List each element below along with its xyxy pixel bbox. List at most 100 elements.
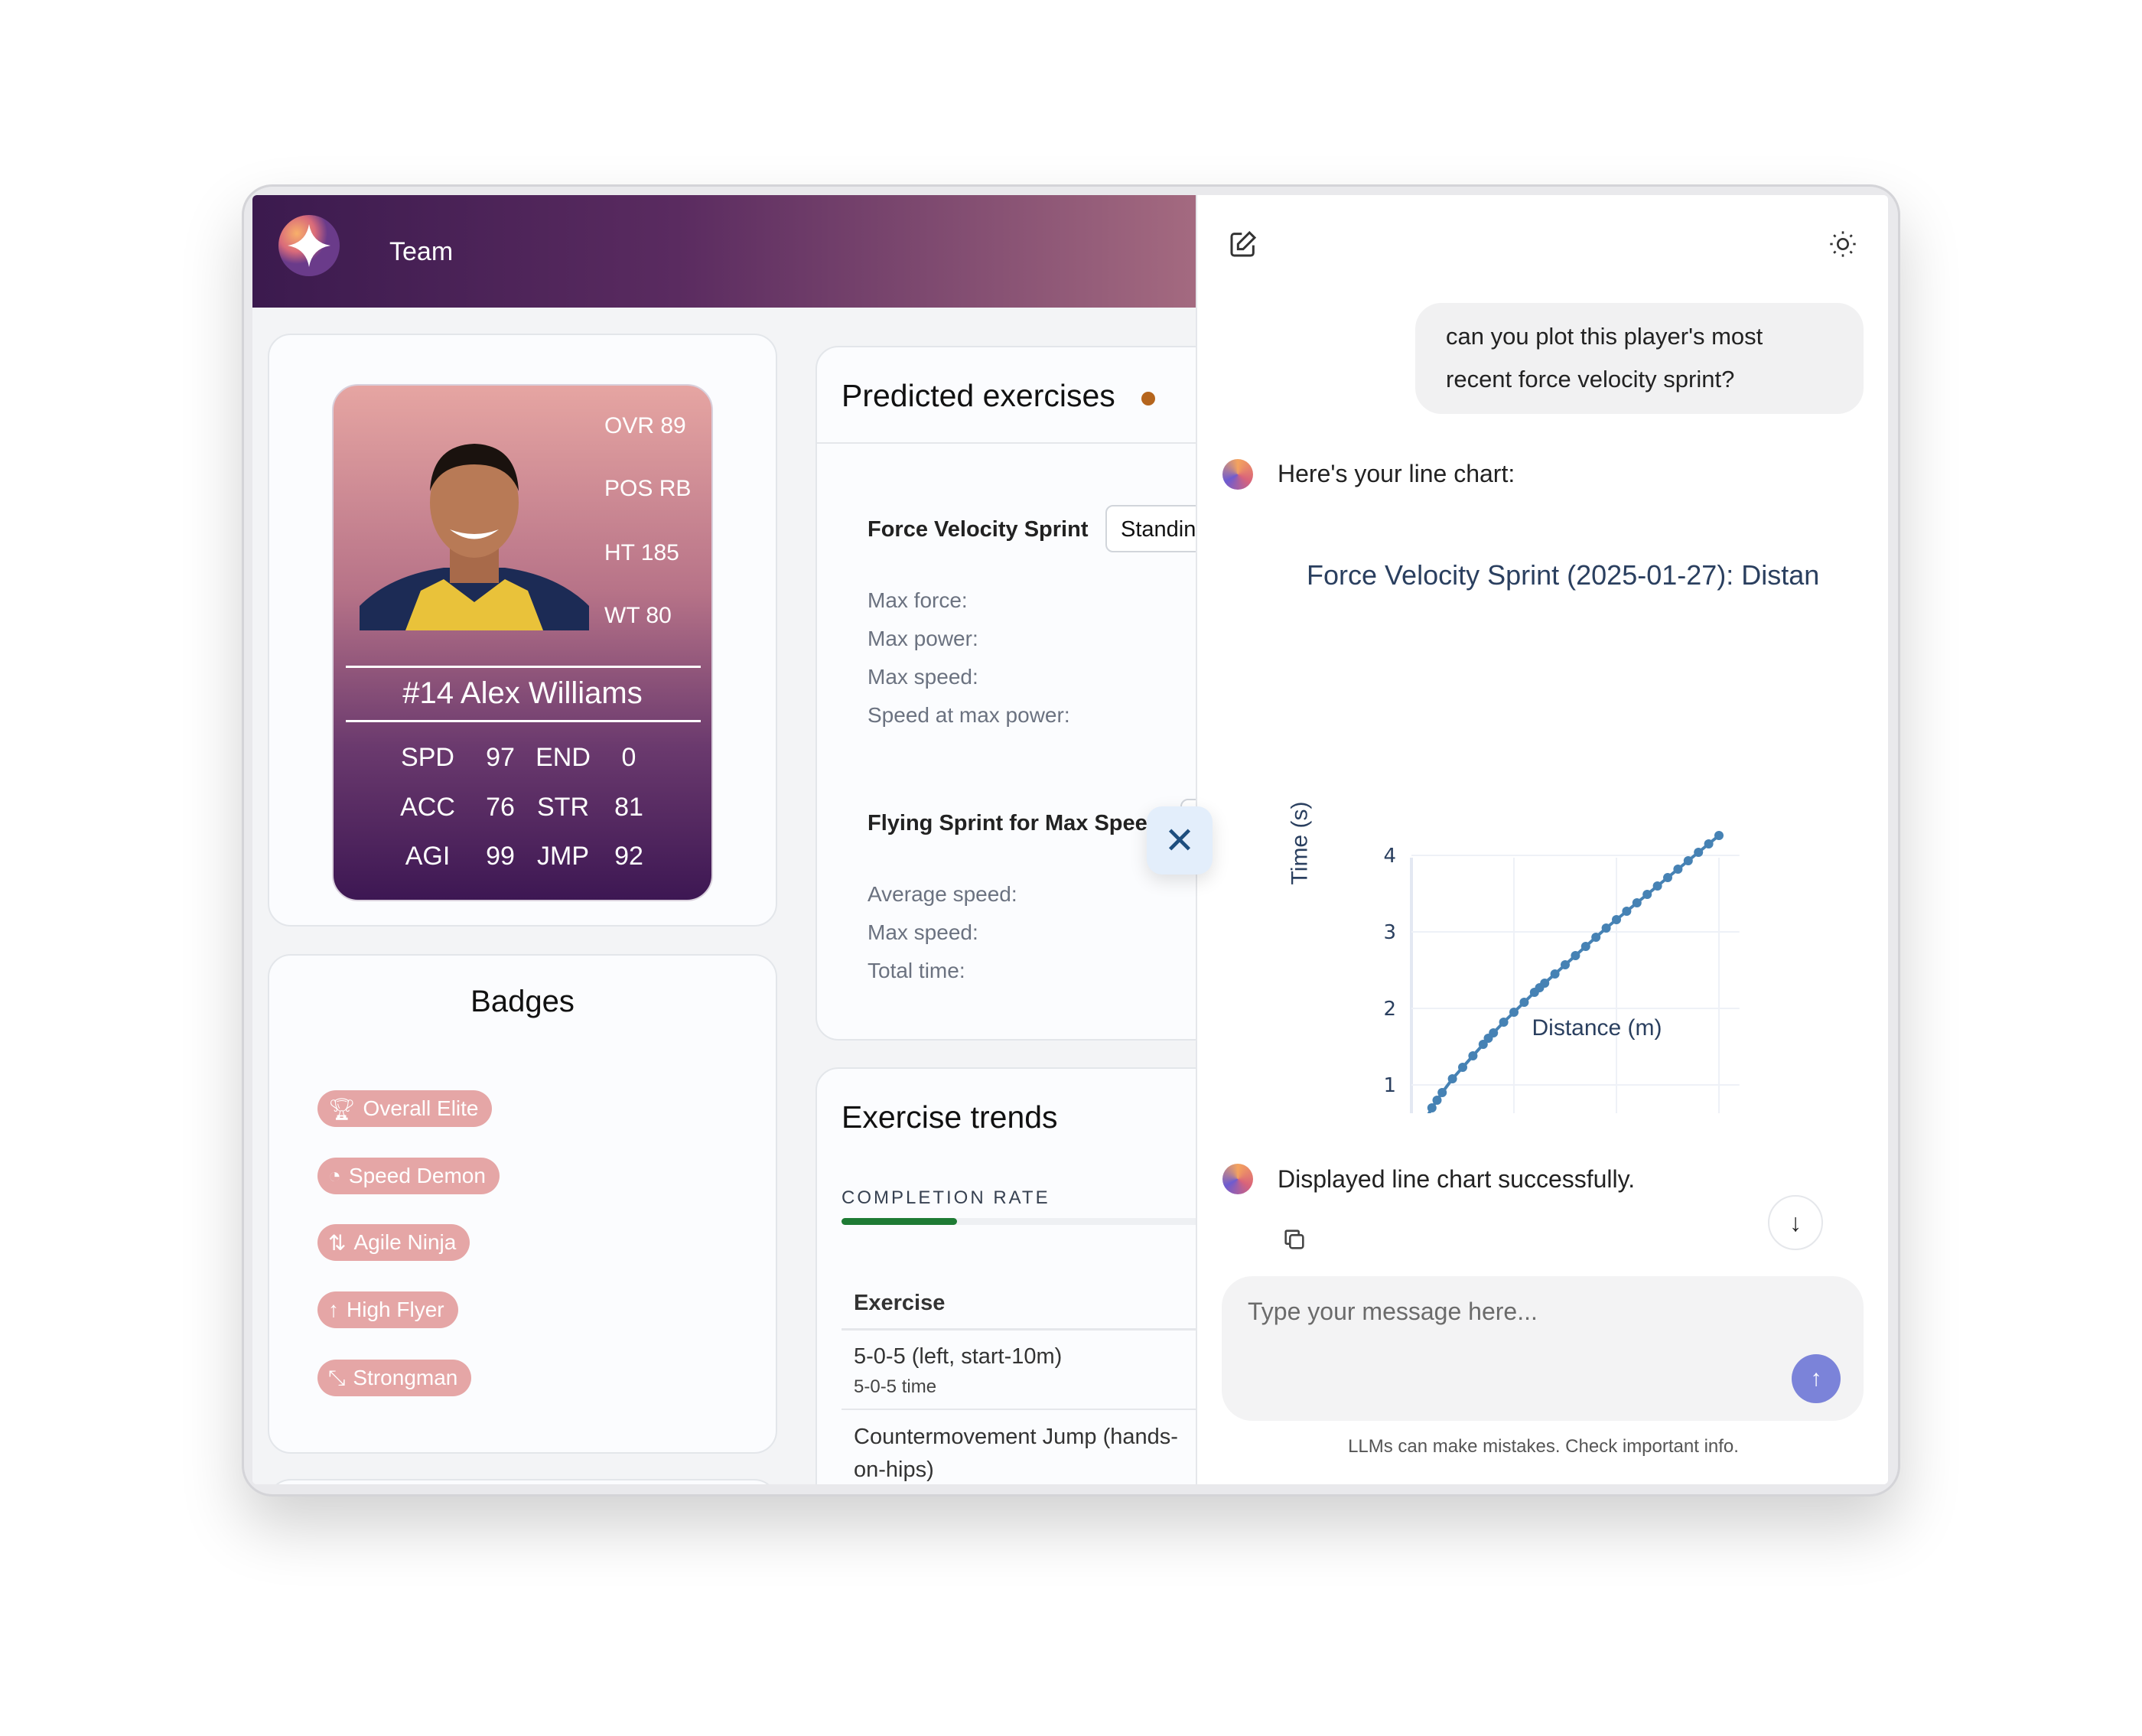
data-point	[1601, 923, 1611, 933]
input-placeholder: Type your message here...	[1248, 1298, 1538, 1325]
exercise-name: Flying Sprint for Max Speed	[868, 811, 1161, 835]
data-point	[1612, 915, 1621, 924]
data-point	[1632, 898, 1642, 907]
message-text: recent force velocity sprint?	[1446, 366, 1735, 392]
field-label: Total time:	[868, 959, 965, 982]
assistant-avatar	[1222, 1164, 1253, 1194]
data-point	[1580, 942, 1590, 951]
y-tick-label: 2	[1383, 998, 1396, 1021]
field-label: Max speed:	[868, 920, 978, 944]
badge-label: Speed Demon	[348, 1164, 486, 1187]
chart-title: Force Velocity Sprint (2025-01-27): Dist…	[1307, 559, 1820, 591]
completion-progress	[842, 1218, 1196, 1225]
app-screen: Team OVR 89 POS RB HT 185 WT 80 #14 Alex…	[252, 195, 1888, 1484]
exercise-name: on-hips)	[854, 1458, 934, 1482]
completion-label: COMPLETION RATE	[842, 1187, 1050, 1208]
stat-value: 81	[614, 793, 643, 822]
chat-panel: can you plot this player's most recent f…	[1147, 195, 1888, 1484]
data-point	[1561, 960, 1570, 969]
logo-icon	[278, 215, 340, 276]
data-point	[1489, 1028, 1499, 1037]
stat-value: 92	[614, 842, 643, 871]
status-dot	[1141, 392, 1155, 406]
data-point	[1427, 1103, 1437, 1112]
weight: WT 80	[604, 603, 672, 628]
badge-agile-ninja: ⇅ Agile Ninja	[317, 1224, 470, 1261]
close-chart-button[interactable]: ✕	[1147, 806, 1213, 875]
player-name: #14 Alex Williams	[402, 676, 643, 710]
ovr-rating: OVR 89	[604, 413, 686, 438]
player-card-container: OVR 89 POS RB HT 185 WT 80 #14 Alex Will…	[268, 334, 777, 927]
badge-label: Agile Ninja	[353, 1230, 457, 1254]
stat-label: AGI	[405, 842, 451, 871]
data-point	[1499, 1018, 1509, 1027]
data-point	[1468, 1051, 1478, 1060]
data-point	[1432, 1096, 1442, 1105]
data-point	[1642, 890, 1652, 899]
scroll-down-button[interactable]: ↓	[1768, 1195, 1823, 1250]
stat-value: 76	[486, 793, 515, 822]
exercise-name: Countermovement Jump (hands-	[854, 1425, 1178, 1449]
arrow-up-icon: ↑	[1810, 1366, 1822, 1391]
stat-value: 0	[621, 743, 636, 772]
theme-toggle-icon[interactable]	[1828, 229, 1858, 259]
y-tick-label: 1	[1383, 1074, 1396, 1097]
field-label: Max force:	[868, 588, 968, 612]
predicted-title: Predicted exercises	[842, 378, 1115, 413]
exercise-name: Force Velocity Sprint	[868, 517, 1089, 542]
exercise-name: 5-0-5 (left, start-10m)	[854, 1344, 1063, 1369]
x-axis-label: Distance (m)	[1532, 1015, 1662, 1041]
progress-fill	[842, 1218, 958, 1225]
data-point	[1683, 856, 1693, 865]
badge-high-flyer: ↑ High Flyer	[317, 1291, 458, 1328]
exercise-trends-card: Exercise trends COMPLETION RATE Exercise…	[815, 1067, 1196, 1484]
dumbbell-icon: ⤡	[328, 1365, 346, 1389]
stat-label: SPD	[401, 743, 454, 772]
height: HT 185	[604, 540, 679, 565]
variant-select[interactable]: Standing	[1105, 505, 1196, 552]
stat-value: 99	[486, 842, 515, 871]
data-point	[1550, 969, 1560, 979]
data-point	[1458, 1063, 1467, 1072]
field-label: Speed at max power:	[868, 703, 1070, 727]
app-header: Team	[252, 195, 1196, 308]
data-point	[1437, 1088, 1447, 1097]
exercise-metric: 5-0-5 time	[854, 1376, 937, 1397]
data-point	[1652, 881, 1662, 891]
player-photo	[360, 444, 589, 630]
position: POS RB	[604, 476, 692, 501]
data-point	[1478, 1040, 1488, 1049]
team-panel: Team OVR 89 POS RB HT 185 WT 80 #14 Alex…	[252, 195, 1196, 1484]
copy-icon[interactable]	[1281, 1226, 1307, 1252]
send-button[interactable]: ↑	[1792, 1354, 1841, 1403]
field-label: Max speed:	[868, 665, 978, 689]
column-header-exercise: Exercise	[854, 1291, 946, 1315]
message-text: can you plot this player's most	[1446, 323, 1763, 350]
data-point	[1673, 865, 1683, 874]
data-point	[1714, 831, 1724, 840]
stat-label: ACC	[400, 793, 455, 822]
data-point	[1509, 1008, 1519, 1017]
card-below	[268, 1479, 777, 1484]
y-tick-label: 4	[1383, 845, 1396, 868]
new-chat-icon[interactable]	[1228, 229, 1258, 259]
assistant-message: Displayed line chart successfully.	[1278, 1165, 1636, 1193]
y-tick-label: 3	[1383, 921, 1396, 944]
arrows-up-down-icon: ⇅	[328, 1230, 347, 1255]
stat-label: END	[536, 743, 591, 772]
data-point	[1519, 998, 1529, 1007]
disclaimer: LLMs can make mistakes. Check important …	[1348, 1436, 1739, 1457]
badge-strongman: ⤡ Strongman	[317, 1360, 472, 1396]
stat-value: 97	[486, 743, 515, 772]
y-axis-label: Time (s)	[1287, 801, 1313, 885]
message-input[interactable]: Type your message here... ↑	[1222, 1276, 1864, 1421]
divider	[842, 1409, 1196, 1410]
data-point	[1540, 979, 1550, 988]
data-point	[1704, 839, 1714, 848]
data-point	[1571, 951, 1580, 960]
header-title: Team	[389, 237, 454, 266]
arrow-down-icon: ↓	[1789, 1208, 1802, 1236]
assistant-avatar	[1222, 459, 1253, 490]
badges-card: Badges 🏆︎ Overall Elite ◔ Speed Demon ⇅ Agi…	[268, 954, 777, 1454]
badges-title: Badges	[470, 985, 575, 1018]
